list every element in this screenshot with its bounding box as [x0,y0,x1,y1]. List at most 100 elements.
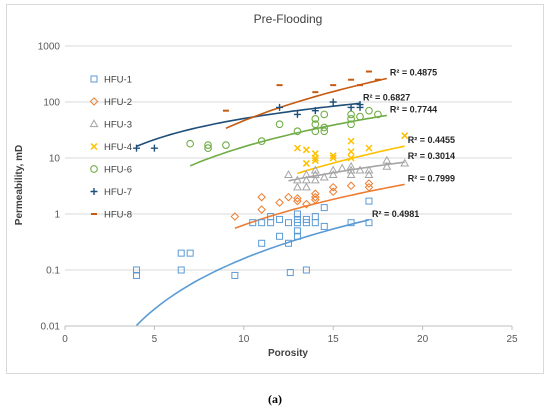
y-tick-label: 1 [54,210,60,221]
hfu-3-point [328,170,338,178]
hfu-1-point [249,219,257,227]
hfu-4-legend-marker [90,142,98,151]
hfu-6-legend-marker [90,165,98,173]
hfu-6-point [374,110,382,119]
hfu-6-legend-label: HFU-6 [104,165,132,176]
hfu-6-point [257,137,266,145]
hfu-3-point [337,163,347,172]
hfu-4-point [329,152,337,160]
hfu-3-point [310,170,320,178]
hfu-2-point [311,189,320,199]
hfu-1-point [267,213,275,221]
hfu-2-point [293,196,302,206]
hfu-2-point [293,194,302,203]
hfu-4-legend-label: HFU-4 [104,142,132,153]
hfu-1-point [302,266,310,274]
hfu-1-point [311,219,319,227]
hfu-6-point [275,120,284,129]
hfu-2-point [284,192,293,202]
hfu-1-legend-marker [90,75,98,83]
x-tick-label: 25 [506,334,518,345]
x-tick-label: 0 [62,334,68,345]
y-tick-label: 100 [43,98,60,109]
hfu-3-point [310,175,320,184]
hfu-1-point [293,227,301,235]
hfu-2-point [364,182,374,192]
hfu-6-point [293,127,302,136]
hfu-7-r2-label: R² = 0.6827 [363,92,410,102]
hfu-2-point [257,192,266,202]
hfu-1-point [258,219,266,227]
hfu-3-point [301,175,311,184]
hfu-3-point [301,170,311,178]
hfu-6-point [222,141,230,149]
y-tick-label: 0.01 [41,322,61,333]
hfu-1-point [276,215,284,223]
hfu-3-r2-label: R² = 0.3014 [408,151,455,161]
hfu-2-legend-label: HFU-2 [104,97,132,108]
hfu-7-legend-label: HFU-7 [104,187,132,198]
chart-title: Pre-Flooding [254,12,323,26]
hfu-6-point [311,115,320,123]
hfu-1-legend-label: HFU-1 [104,75,132,86]
hfu-3-point [346,165,356,174]
hfu-4-point [302,159,310,167]
hfu-1-point [293,232,301,240]
x-axis-label: Porosity [268,348,308,359]
x-tick-label: 15 [328,334,340,345]
y-tick-label: 0.1 [46,266,60,277]
hfu-3-point [364,165,374,174]
hfu-3-legend-label: HFU-3 [104,120,132,131]
hfu-3-point [319,172,329,181]
hfu-2-point [364,179,374,188]
hfu-6-point [347,115,355,123]
hfu-6-point [347,110,355,119]
hfu-1-point [302,215,310,223]
hfu-6-point [356,112,364,121]
hfu-4-point [329,154,337,162]
data-points [133,70,410,279]
hfu-6-r2-label: R² = 0.7744 [390,104,437,114]
hfu-6-point [186,139,195,148]
hfu-1-point [320,222,328,230]
y-tick-label: 1000 [38,42,61,53]
hfu-1-point [258,239,266,247]
hfu-4-point [401,132,409,140]
hfu-4-point [365,144,373,152]
hfu-1-point [365,219,373,227]
hfu-7-point [293,110,301,118]
hfu-6-point [365,106,373,115]
hfu-4-point [311,150,319,158]
hfu-2-point [302,199,311,209]
hfu-7-point [133,144,141,152]
hfu-8-point [312,91,319,94]
hfu-8-r2-label: R² = 0.4875 [390,68,437,78]
hfu-1-point [311,213,319,221]
hfu-3-point [292,182,302,191]
hfu-3-point [355,165,365,174]
hfu-4-point [347,137,355,145]
y-axis-label: Permeability, mD [14,145,25,225]
hfu-8-legend-label: HFU-8 [104,210,132,221]
x-tick-label: 5 [152,334,158,345]
hfu-8-point [330,84,337,87]
hfu-3-point [292,175,302,184]
hfu-2-legend-marker [89,97,99,106]
hfu-1-point [285,219,292,227]
hfu-4-point [347,148,355,156]
hfu-6-point [311,120,320,129]
hfu-3-point [346,170,356,178]
legend: HFU-1 HFU-2 HFU-3 HFU-4 HFU-6 HFU-7 HFU-8 [89,75,132,221]
hfu-1-point [231,271,239,279]
hfu-1-point [267,219,275,227]
hfu-7-trendline [136,102,361,148]
hfu-8-point [348,78,355,81]
hfu-8-point [222,109,229,112]
hfu-3-legend-marker [89,119,99,128]
hfu-2-point [311,192,320,202]
hfu-1-point [347,219,355,227]
x-tick-label: 20 [417,334,429,345]
hfu-1-point [177,249,185,257]
hfu-1-point [286,269,294,277]
